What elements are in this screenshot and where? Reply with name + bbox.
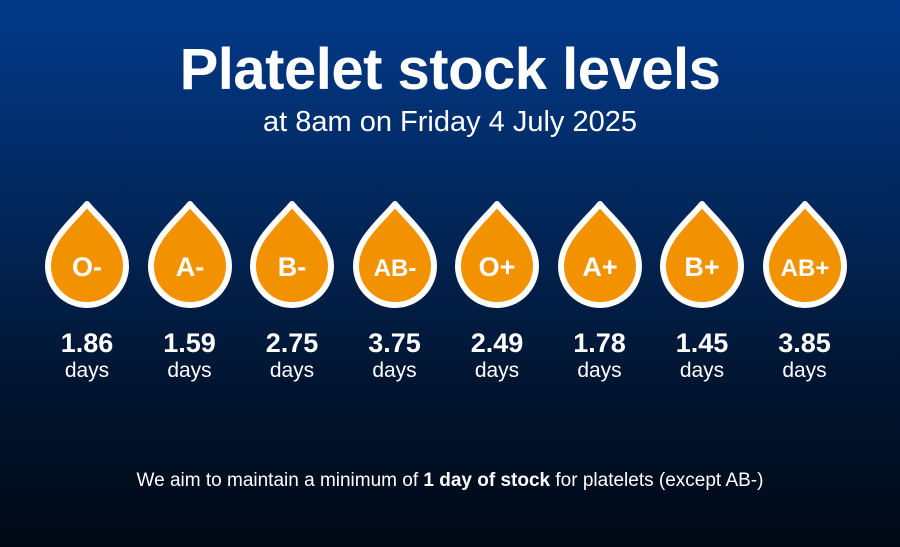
blood-drop-icon: B-: [250, 201, 334, 308]
blood-group-label: A+: [582, 252, 617, 282]
stock-days-unit: days: [64, 359, 110, 382]
blood-drop-icon: O+: [455, 201, 539, 308]
blood-group-label: B-: [278, 252, 307, 282]
blood-group-label: AB+: [780, 255, 829, 282]
blood-group-label: O+: [479, 252, 516, 282]
blood-drop-icon: A-: [147, 201, 232, 308]
footer-text-before: We aim to maintain a minimum of: [136, 470, 424, 491]
stock-days-value: 1.86: [60, 328, 114, 358]
stock-days-unit: days: [782, 359, 827, 382]
stock-days-value: 3.75: [368, 328, 421, 358]
blood-drop-shape: [147, 201, 232, 308]
blood-drop-icon: AB-: [352, 201, 437, 308]
blood-drop-shape: [250, 201, 334, 308]
stock-days-value: 2.75: [265, 328, 319, 358]
blood-drop-shape: [557, 201, 642, 308]
blood-drop-icon: AB+: [762, 201, 847, 308]
page-subtitle: at 8am on Friday 4 July 2025: [263, 106, 637, 138]
blood-drop-icon: A+: [557, 201, 642, 308]
footer-text-bold: 1 day of stock: [423, 470, 551, 491]
stock-days-unit: days: [577, 359, 622, 382]
page-title: Platelet stock levels: [179, 37, 721, 102]
blood-group-drops: O- 1.86 days A- 1.59 days B- 2.75 days AB- 3.75 day…: [42, 200, 858, 390]
drop-item: O+ 2.49 days: [452, 200, 542, 384]
footer-note: We aim to maintain a minimum of 1 day of…: [0, 468, 900, 494]
blood-drop-shape: [455, 201, 539, 308]
blood-drop-icon: O-: [45, 201, 129, 308]
stock-days-value: 1.78: [573, 328, 626, 358]
stock-days-unit: days: [474, 359, 520, 382]
blood-drop-shape: [762, 201, 847, 308]
blood-drop-shape: [45, 201, 129, 308]
stock-days-value: 2.49: [470, 328, 524, 358]
blood-drop-icon: B+: [660, 201, 744, 308]
blood-group-label: A-: [175, 252, 204, 282]
blood-drop-shape: [352, 201, 437, 308]
stock-days-value: 1.59: [163, 328, 216, 358]
drop-item: B- 2.75 days: [247, 200, 337, 384]
drop-item: AB- 3.75 days: [350, 200, 440, 384]
stock-days-unit: days: [167, 359, 212, 382]
blood-group-label: AB-: [373, 255, 416, 282]
drop-item: B+ 1.45 days: [657, 200, 747, 384]
stock-days-value: 3.85: [778, 328, 831, 358]
stock-days-value: 1.45: [675, 328, 729, 358]
blood-group-label: B+: [684, 252, 719, 282]
blood-drop-shape: [660, 201, 744, 308]
drop-item: A- 1.59 days: [145, 200, 235, 384]
stock-days-unit: days: [269, 359, 315, 382]
drop-item: A+ 1.78 days: [555, 200, 645, 384]
drop-item: O- 1.86 days: [42, 200, 132, 384]
blood-group-label: O-: [72, 252, 102, 282]
stock-days-unit: days: [679, 359, 725, 382]
drop-item: AB+ 3.85 days: [760, 200, 850, 384]
stock-days-unit: days: [372, 359, 417, 382]
footer-text-after: for platelets (except AB-): [550, 470, 764, 491]
